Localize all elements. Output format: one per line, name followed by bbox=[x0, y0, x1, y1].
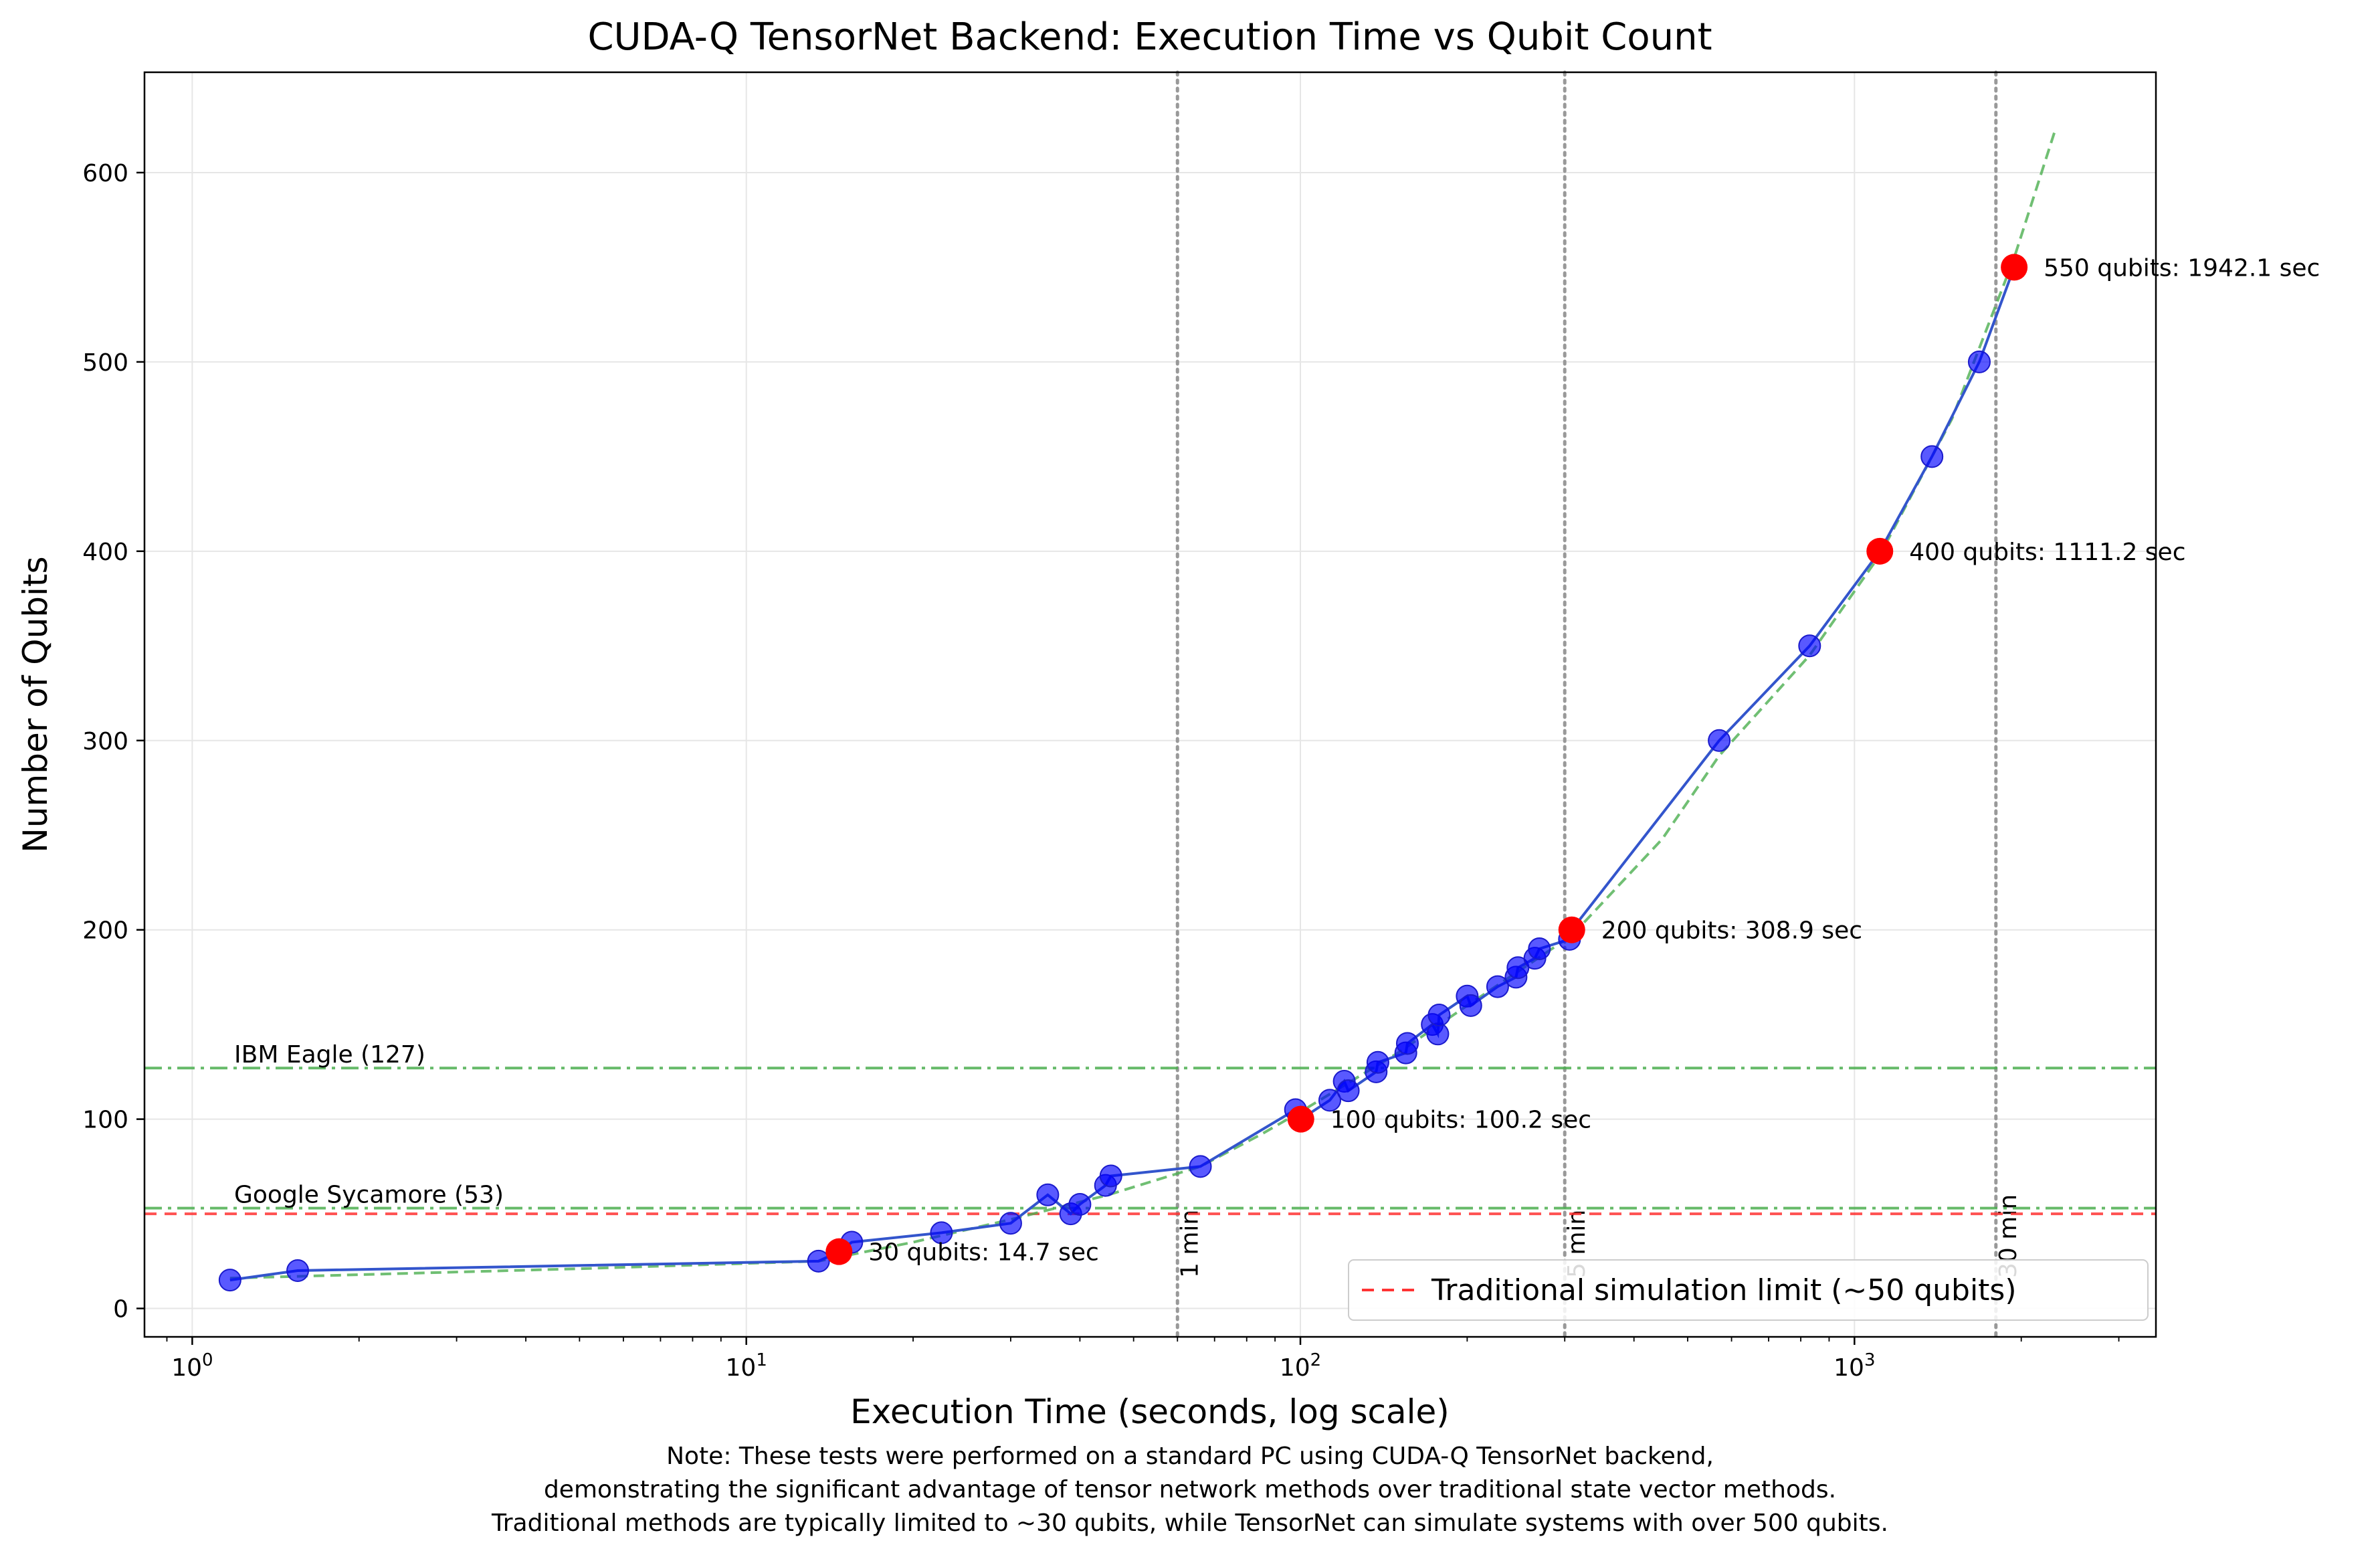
data-point bbox=[1708, 729, 1731, 752]
legend: Traditional simulation limit (~50 qubits… bbox=[1348, 1259, 2149, 1321]
data-point bbox=[1967, 350, 1991, 373]
grid bbox=[144, 72, 2156, 1337]
data-point bbox=[1068, 1192, 1092, 1216]
y-axis-label: Number of Qubits bbox=[16, 556, 55, 852]
x-tick-exponent: 3 bbox=[1864, 1350, 1876, 1370]
data-point bbox=[1427, 1004, 1451, 1027]
data-point bbox=[1036, 1183, 1060, 1206]
data-point bbox=[999, 1212, 1022, 1235]
hline-label: IBM Eagle (127) bbox=[234, 1041, 425, 1069]
y-tick-label: 600 bbox=[82, 160, 128, 187]
x-tick-exponent: 2 bbox=[1310, 1350, 1322, 1370]
highlight-point bbox=[1287, 1105, 1314, 1133]
data-point bbox=[1459, 994, 1482, 1017]
series-line bbox=[229, 266, 2015, 1282]
data-point bbox=[1798, 634, 1821, 658]
data-point bbox=[1486, 975, 1509, 998]
footnote-line-1: Note: These tests were performed on a st… bbox=[666, 1443, 1714, 1470]
data-point bbox=[1395, 1032, 1419, 1055]
data-point bbox=[1920, 445, 1944, 468]
highlight-label: 200 qubits: 308.9 sec bbox=[1601, 917, 1862, 945]
reference-vlines: 1 min 5 min 30 min bbox=[1175, 70, 2022, 1339]
x-tick-label: 102 bbox=[1280, 1350, 1321, 1382]
y-tick-label: 100 bbox=[82, 1107, 128, 1134]
data-point bbox=[1318, 1089, 1341, 1112]
trend-line bbox=[229, 130, 2056, 1280]
x-tick-label: 100 bbox=[171, 1350, 213, 1382]
hline-label: Google Sycamore (53) bbox=[234, 1182, 504, 1209]
x-tick-label: 101 bbox=[726, 1350, 767, 1382]
highlight-point bbox=[825, 1238, 853, 1265]
highlight-point bbox=[2001, 254, 2028, 281]
y-tick-label: 500 bbox=[82, 349, 128, 377]
x-tick-base: 10 bbox=[726, 1354, 757, 1382]
x-tick-base: 10 bbox=[171, 1354, 202, 1382]
vline-label: 1 min bbox=[1176, 1210, 1203, 1278]
reference-hlines: IBM Eagle (127) Google Sycamore (53) bbox=[144, 1041, 2156, 1216]
highlight-point bbox=[1558, 916, 1585, 943]
highlighted-points: 30 qubits: 14.7 sec 100 qubits: 100.2 sec… bbox=[825, 254, 2320, 1267]
legend-label: Traditional simulation limit (~50 qubits… bbox=[1431, 1273, 2017, 1307]
x-tick-label: 103 bbox=[1833, 1350, 1875, 1382]
x-axis-label: Execution Time (seconds, log scale) bbox=[850, 1392, 1450, 1431]
legend-box bbox=[1348, 1259, 2149, 1321]
plot-frame bbox=[143, 71, 2157, 1338]
highlight-label: 100 qubits: 100.2 sec bbox=[1330, 1107, 1591, 1134]
x-tick-base: 10 bbox=[1833, 1354, 1864, 1382]
footnote-line-2: demonstrating the significant advantage … bbox=[543, 1476, 1837, 1503]
chart-title: CUDA-Q TensorNet Backend: Execution Time… bbox=[587, 15, 1712, 59]
y-tick-label: 400 bbox=[82, 539, 128, 566]
highlight-label: 30 qubits: 14.7 sec bbox=[868, 1239, 1099, 1267]
x-tick-exponent: 1 bbox=[756, 1350, 767, 1370]
data-point bbox=[807, 1249, 830, 1273]
x-tick-exponent: 0 bbox=[202, 1350, 213, 1370]
data-point bbox=[1366, 1050, 1389, 1074]
highlight-point bbox=[1866, 537, 1894, 565]
data-point bbox=[1528, 937, 1551, 960]
data-point bbox=[286, 1259, 310, 1282]
data-point bbox=[1189, 1155, 1212, 1178]
data-point bbox=[930, 1221, 953, 1245]
data-point bbox=[1426, 1022, 1450, 1046]
footnote-line-3: Traditional methods are typically limite… bbox=[492, 1509, 1888, 1537]
measured-series bbox=[218, 266, 2015, 1292]
x-tick-base: 10 bbox=[1280, 1354, 1310, 1382]
trend-line-path bbox=[229, 130, 2056, 1280]
highlight-label: 550 qubits: 1942.1 sec bbox=[2044, 254, 2320, 282]
data-point bbox=[1336, 1079, 1360, 1103]
data-point bbox=[218, 1269, 241, 1292]
y-tick-label: 0 bbox=[113, 1296, 128, 1323]
data-point bbox=[1099, 1164, 1122, 1188]
y-tick-label: 300 bbox=[82, 728, 128, 755]
y-tick-label: 200 bbox=[82, 917, 128, 945]
highlight-label: 400 qubits: 1111.2 sec bbox=[1909, 539, 2185, 566]
